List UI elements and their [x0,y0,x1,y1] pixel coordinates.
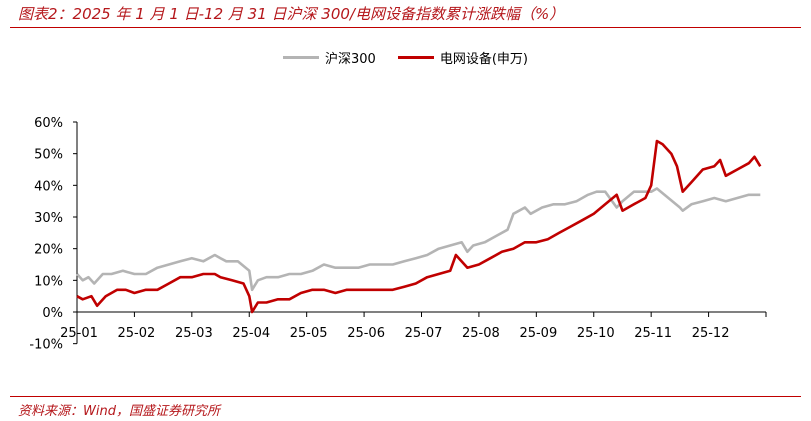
x-tick-label: 25-11 [634,326,672,341]
series-line-grid-equipment [76,139,762,314]
source-divider [10,396,801,397]
x-tick-label: 25-02 [118,326,156,341]
y-tick-label: 40% [34,179,63,194]
x-tick-label: 25-05 [290,326,328,341]
legend-item-hs300: 沪深300 [283,48,376,67]
x-tick-label: 25-12 [692,326,730,341]
series-line-hs300 [76,187,761,292]
legend-label-grid-equipment: 电网设备(申万) [439,52,528,67]
x-tick-label: 25-03 [175,326,213,341]
y-tick-label: 30% [34,211,63,226]
title-divider [10,27,801,28]
x-tick-label: 25-08 [462,326,500,341]
chart-title: 图表2：2025 年 1 月 1 日-12 月 31 日沪深 300/电网设备指… [18,5,565,23]
legend: 沪深300 电网设备(申万) [0,48,811,67]
source-note: 资料来源：Wind，国盛证券研究所 [18,404,220,419]
legend-label-hs300: 沪深300 [325,52,376,67]
legend-swatch-grid-equipment [397,56,434,59]
x-tick-label: 25-07 [405,326,443,341]
axes: 60% 50% 40% 30% 20% 10% 0% -10%25-01 25-02 25-03 2… [29,116,767,353]
y-tick-label: -10% [29,338,63,353]
y-tick-label: 0% [42,306,63,321]
series-lines [76,139,762,314]
x-tick-label: 25-06 [347,326,385,341]
x-tick-label: 25-01 [60,326,98,341]
x-tick-label: 25-04 [232,326,270,341]
y-tick-label: 20% [34,243,63,258]
y-tick-label: 60% [34,116,63,131]
legend-swatch-hs300 [283,56,319,59]
y-tick-label: 50% [34,148,63,163]
legend-item-grid-equipment: 电网设备(申万) [397,48,528,67]
x-tick-label: 25-10 [577,326,615,341]
y-tick-label: 10% [34,274,63,289]
x-tick-label: 25-09 [519,326,557,341]
